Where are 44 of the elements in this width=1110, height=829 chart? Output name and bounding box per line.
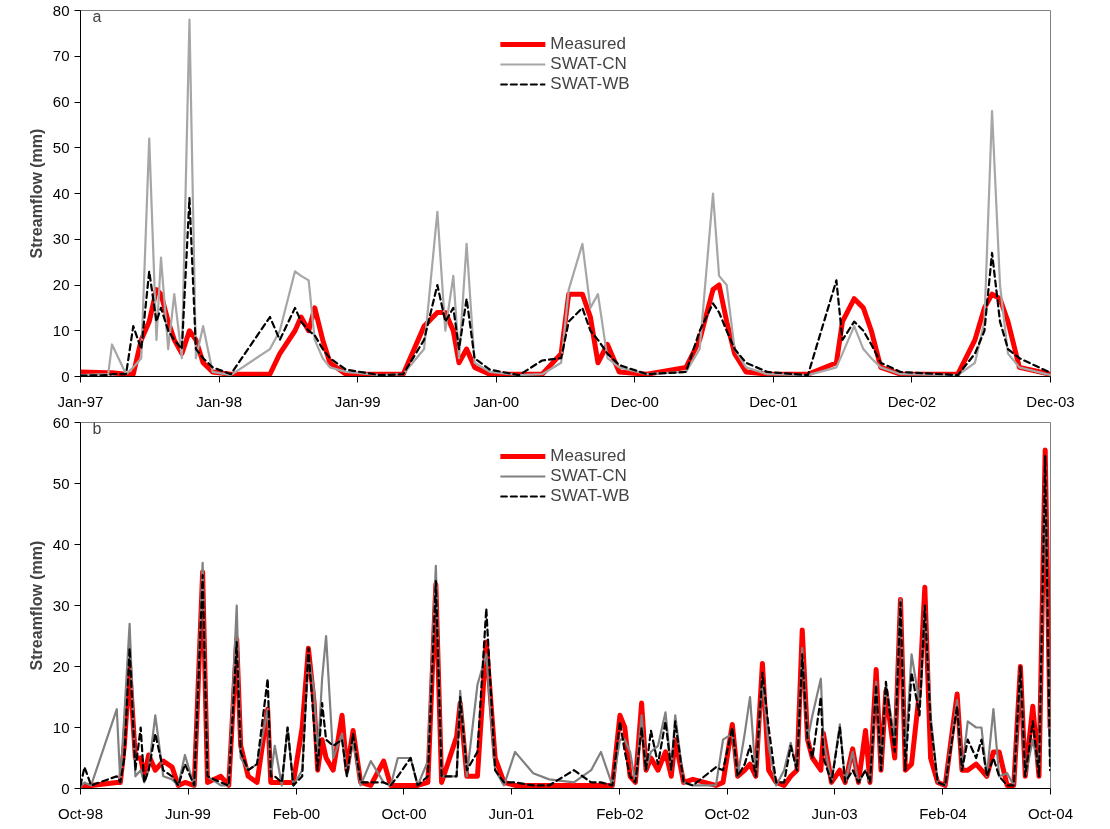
x-tick-label: Oct-98: [57, 804, 104, 822]
x-tick-label: Jan-98: [196, 392, 243, 410]
y-tick-label: 50: [52, 138, 70, 156]
y-tick-label: 10: [52, 718, 70, 736]
x-tick-label: Jun-01: [488, 804, 535, 822]
y-tick-label: 30: [52, 230, 70, 248]
x-tick-label: Dec-03: [1026, 392, 1075, 410]
x-tick-label: Oct-02: [704, 804, 750, 822]
legend-label: SWAT-CN: [550, 466, 627, 486]
x-tick-label: Oct-00: [381, 804, 427, 822]
y-tick-label: 40: [52, 184, 70, 202]
y-tick-label: 0: [61, 779, 70, 797]
y-tick-label: 20: [52, 657, 70, 675]
x-tick-label: Jun-03: [811, 804, 858, 822]
y-tick-label: 0: [61, 367, 70, 385]
x-tick-label: Jan-99: [334, 392, 381, 410]
legend-label: SWAT-WB: [550, 74, 630, 94]
x-tick-label: Feb-04: [919, 804, 967, 822]
y-tick-label: 50: [52, 474, 70, 492]
x-tick-label: Dec-00: [610, 392, 659, 410]
x-tick-label: Dec-01: [749, 392, 798, 410]
x-tick-label: Feb-00: [272, 804, 321, 822]
legend-label: Measured: [550, 446, 626, 466]
legend-label: Measured: [550, 34, 626, 54]
y-axis-title: Streamflow (mm): [27, 128, 45, 259]
y-tick-label: 10: [52, 321, 70, 339]
x-tick-label: Jan-97: [57, 392, 104, 410]
y-axis-title: Streamflow (mm): [27, 540, 45, 671]
y-tick-label: 30: [52, 596, 70, 614]
y-tick-label: 60: [52, 93, 70, 110]
y-tick-label: 60: [52, 413, 70, 431]
x-tick-label: Dec-02: [887, 392, 937, 410]
annotation: b: [92, 419, 102, 437]
annotation: a: [92, 7, 102, 25]
x-tick-label: Jun-99: [165, 804, 211, 822]
y-tick-label: 20: [52, 276, 70, 293]
y-tick-label: 80: [52, 1, 70, 19]
x-tick-label: Jan-00: [473, 392, 520, 410]
y-tick-label: 40: [52, 535, 70, 553]
legend-label: SWAT-WB: [550, 486, 630, 506]
y-tick-label: 70: [52, 47, 70, 65]
legend-label: SWAT-CN: [550, 54, 627, 74]
x-tick-label: Feb-02: [596, 804, 644, 822]
x-tick-label: Oct-04: [1027, 804, 1074, 822]
